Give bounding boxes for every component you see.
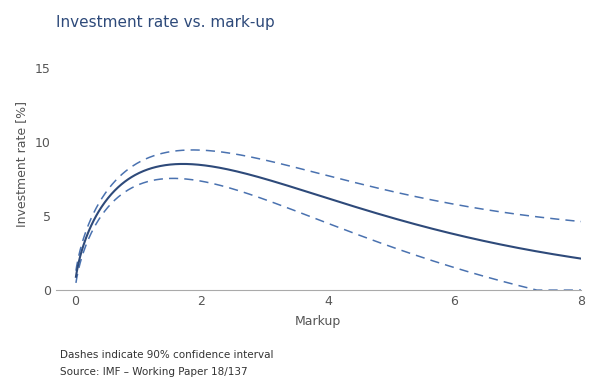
Text: Dashes indicate 90% confidence interval: Dashes indicate 90% confidence interval bbox=[60, 350, 274, 360]
Text: Source: IMF – Working Paper 18/137: Source: IMF – Working Paper 18/137 bbox=[60, 367, 248, 377]
Y-axis label: Investment rate [%]: Investment rate [%] bbox=[15, 101, 28, 227]
X-axis label: Markup: Markup bbox=[295, 315, 341, 328]
Text: Investment rate vs. mark-up: Investment rate vs. mark-up bbox=[56, 15, 274, 30]
